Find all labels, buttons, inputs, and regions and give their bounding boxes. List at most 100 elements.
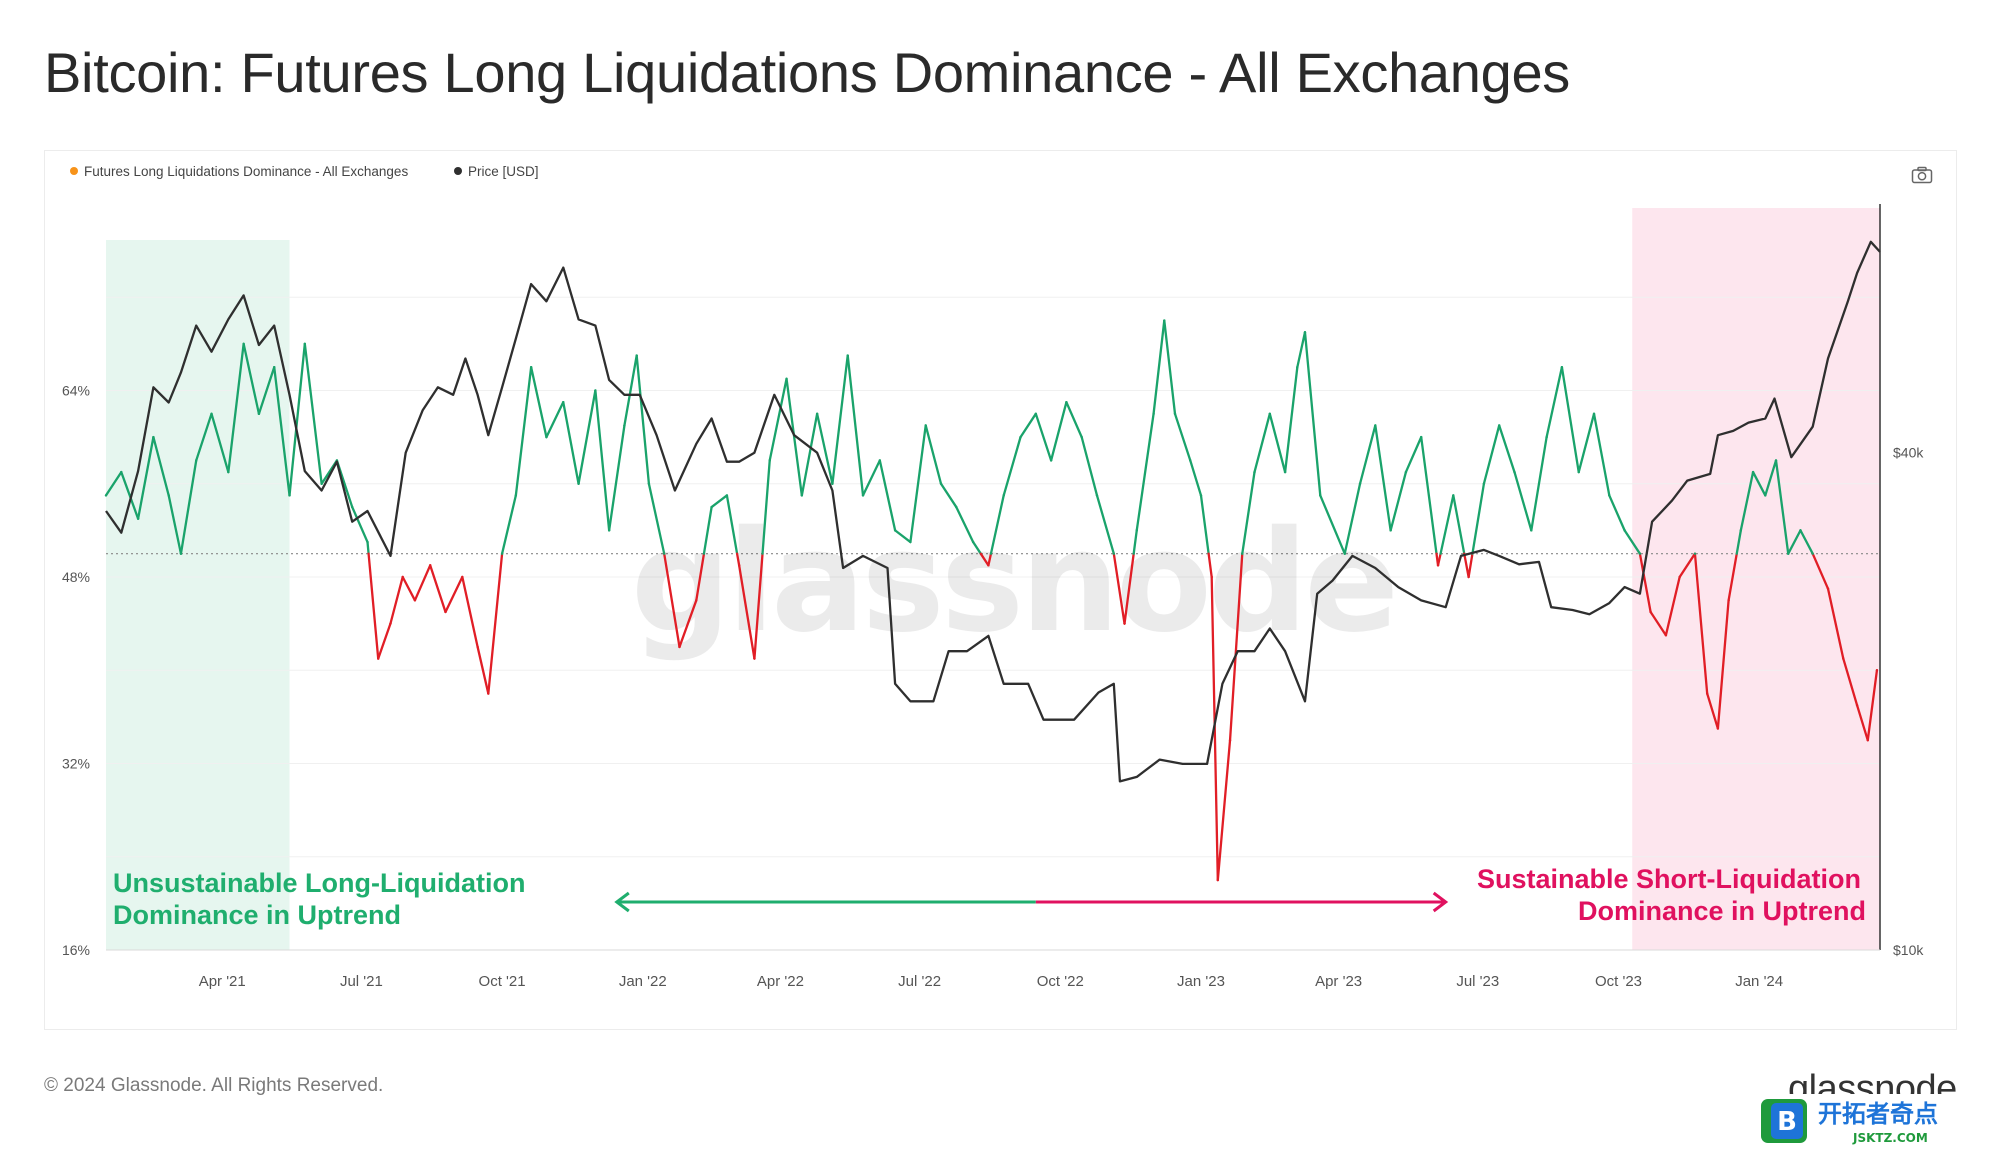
dominance-point <box>104 494 108 497</box>
x-tick-label: Apr '22 <box>757 973 804 990</box>
dominance-line-segment <box>1664 575 1681 637</box>
dominance-point <box>377 657 380 660</box>
dominance-line-segment <box>678 599 698 649</box>
dominance-point <box>529 365 533 369</box>
dominance-line-segment <box>529 366 548 439</box>
dominance-point <box>594 389 597 392</box>
dominance-line-segment <box>288 342 306 497</box>
dominance-point <box>1727 599 1730 602</box>
dominance-line-segment <box>955 505 975 544</box>
dominance-point <box>1811 552 1814 555</box>
dominance-point <box>678 645 681 649</box>
dominance-point <box>1343 552 1346 555</box>
dominance-line-segment <box>1123 552 1135 625</box>
dominance-point <box>1739 529 1743 532</box>
dominance-line-segment <box>514 366 533 497</box>
dominance-line-segment <box>1439 494 1455 555</box>
dominance-point <box>753 657 756 660</box>
dominance-line-segment <box>179 459 198 555</box>
dominance-line-segment <box>401 575 417 602</box>
x-tick-label: Jul '21 <box>340 973 383 990</box>
dominance-line-segment <box>120 470 140 520</box>
dominance-point <box>1268 412 1272 416</box>
dominance-point <box>878 459 882 462</box>
dominance-line-segment <box>1189 459 1203 497</box>
dominance-point <box>1389 529 1392 532</box>
dominance-line-segment <box>487 552 504 695</box>
dominance-point <box>1163 319 1166 322</box>
dominance-line-segment <box>444 575 464 614</box>
dominance-point <box>1467 575 1470 579</box>
dominance-line-segment <box>861 459 881 497</box>
dominance-line-segment <box>1799 529 1814 555</box>
dominance-line-segment <box>753 552 764 660</box>
dominance-point <box>1049 459 1053 462</box>
dominance-point <box>1123 622 1126 625</box>
dominance-point <box>1173 412 1177 416</box>
dominance-line-segment <box>1545 366 1564 439</box>
dominance-line-segment <box>367 552 380 660</box>
dominance-point <box>179 552 183 555</box>
dominance-point <box>1774 459 1778 462</box>
dominance-line-segment <box>607 424 626 532</box>
dominance-line-segment <box>1649 610 1668 637</box>
dominance-line-segment <box>663 552 681 649</box>
dominance-line-segment <box>1420 435 1438 555</box>
chart-watermark: glassnode <box>631 501 1395 664</box>
dominance-line-segment <box>1463 552 1470 579</box>
dominance-line-segment <box>979 552 990 567</box>
dominance-line-segment <box>1253 412 1271 474</box>
dominance-point <box>737 564 741 567</box>
dominance-line-segment <box>1019 412 1037 439</box>
dominance-point <box>1693 552 1697 555</box>
dominance-line-segment <box>1152 319 1166 415</box>
dominance-point <box>1530 529 1533 532</box>
dominance-line-segment <box>725 494 739 555</box>
dominance-point <box>444 610 447 614</box>
dominance-line-segment <box>1716 599 1730 730</box>
dominance-line-segment <box>1751 470 1767 497</box>
x-tick-label: Jan '23 <box>1177 973 1225 990</box>
dominance-point <box>1404 470 1408 474</box>
dominance-line-segment <box>1228 552 1244 742</box>
dominance-point <box>987 564 990 567</box>
dominance-line-segment <box>389 575 404 625</box>
arrow-left-head <box>614 891 630 913</box>
y-left-tick-label: 48% <box>62 569 90 585</box>
dominance-point <box>1716 727 1720 730</box>
dominance-line-segment <box>562 401 580 485</box>
dominance-point <box>1842 657 1845 660</box>
dominance-line-segment <box>710 494 729 509</box>
dominance-line-segment <box>1343 482 1362 555</box>
dominance-point <box>514 494 518 497</box>
dominance-point <box>1452 494 1455 497</box>
dominance-line-segment <box>878 459 897 532</box>
dominance-point <box>1253 470 1256 474</box>
x-tick-label: Jul '23 <box>1456 973 1499 990</box>
camera-icon[interactable] <box>1911 166 1933 184</box>
y-right-tick-label: $40k <box>1893 445 1924 461</box>
x-tick-label: Oct '23 <box>1595 973 1642 990</box>
dominance-line-segment <box>989 494 1005 555</box>
dominance-point <box>562 400 565 404</box>
legend-item-price[interactable]: Price [USD] <box>454 164 539 179</box>
dominance-point <box>846 354 849 357</box>
x-tick-label: Apr '23 <box>1315 973 1362 990</box>
dominance-line-segment <box>1560 366 1580 474</box>
dominance-line-segment <box>594 389 611 532</box>
legend-label: Futures Long Liquidations Dominance - Al… <box>84 164 409 179</box>
dominance-line-segment <box>1112 552 1126 625</box>
dominance-point <box>1002 494 1005 497</box>
dominance-line-segment <box>1811 552 1830 590</box>
dominance-point <box>1034 412 1038 416</box>
dominance-line-segment <box>1706 692 1720 730</box>
dominance-line-segment <box>1303 331 1322 497</box>
y-left-tick-label: 64% <box>62 383 90 399</box>
dominance-line-segment <box>815 412 834 485</box>
legend-item-dominance[interactable]: Futures Long Liquidations Dominance - Al… <box>70 164 408 179</box>
dominance-line-segment <box>1577 412 1596 474</box>
dominance-line-segment <box>303 342 323 485</box>
dominance-point <box>1374 424 1377 427</box>
dominance-line-segment <box>939 482 958 509</box>
